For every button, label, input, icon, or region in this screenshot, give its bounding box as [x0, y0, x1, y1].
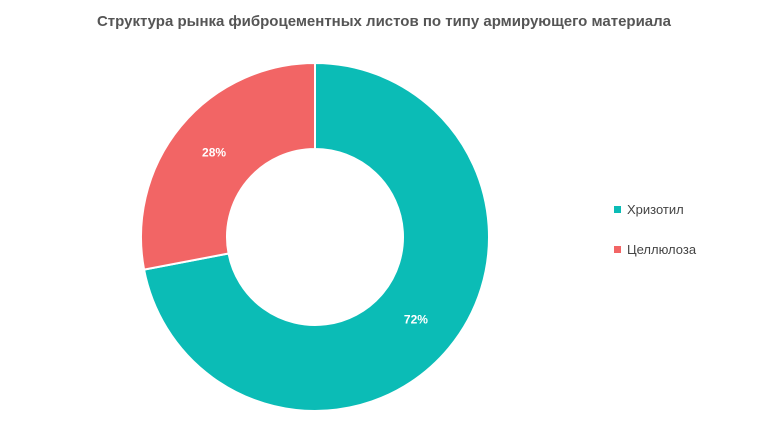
legend-label-1: Целлюлоза [627, 241, 697, 257]
legend: Хризотил Целлюлоза [614, 199, 696, 279]
legend-item-0[interactable]: Хризотил [614, 199, 696, 219]
donut-slice-1[interactable] [140, 61, 316, 271]
legend-swatch-0 [614, 205, 621, 213]
chart-title: Структура рынка фиброцементных листов по… [96, 13, 672, 30]
slice-value-label-1: 28% [202, 146, 226, 160]
legend-swatch-1 [614, 245, 621, 253]
slice-value-label-0: 72% [404, 313, 428, 327]
legend-item-1[interactable]: Целлюлоза [614, 239, 696, 259]
legend-label-0: Хризотил [627, 201, 684, 217]
donut-slice-0[interactable] [142, 61, 490, 412]
